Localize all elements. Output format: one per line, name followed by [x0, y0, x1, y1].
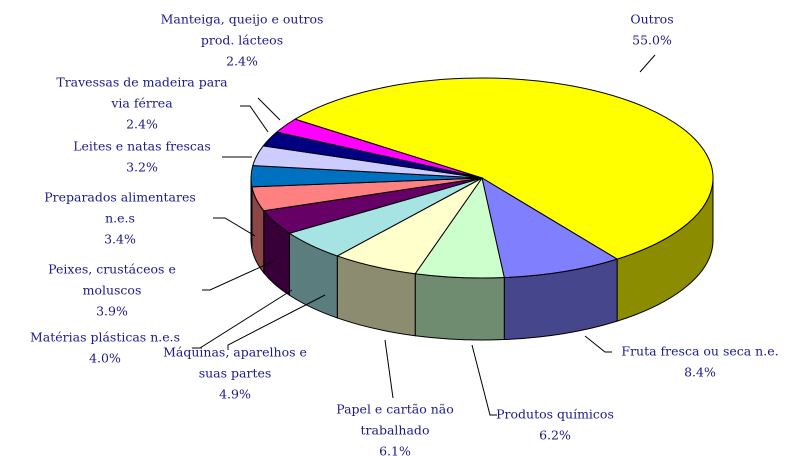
slice-label: Peixes, crustáceos e	[48, 262, 176, 277]
value-label: 4.9%	[219, 387, 251, 402]
value-label: 2.4%	[226, 54, 258, 69]
slice-side	[414, 273, 505, 341]
value-label: 3.9%	[96, 304, 128, 319]
value-label: 3.4%	[104, 232, 136, 247]
leader-line	[227, 294, 326, 350]
value-label: 6.1%	[379, 444, 411, 456]
slice-label: suas partes	[199, 366, 272, 381]
leader-line	[384, 339, 394, 399]
leader-line	[257, 97, 281, 121]
value-label: 4.0%	[89, 351, 121, 366]
leader-line	[192, 289, 293, 349]
slice-label: via férrea	[110, 96, 173, 111]
leader-line	[202, 259, 277, 291]
slice-label: Preparados alimentares	[44, 190, 196, 205]
leader-line	[639, 54, 656, 73]
value-label: 6.2%	[539, 428, 571, 443]
slice-label: Matérias plásticas n.e.s	[30, 330, 180, 345]
leader-line	[240, 105, 269, 133]
slice	[275, 118, 483, 179]
slice-label: Fruta fresca ou seca n.e.	[621, 344, 778, 359]
slice-label: Travessas de madeira para	[56, 75, 228, 90]
value-label: 2.4%	[126, 117, 158, 132]
slice-label: Manteiga, queijo e outros	[161, 12, 324, 27]
value-label: 55.0%	[632, 33, 672, 48]
slice-label: n.e.s	[105, 211, 135, 226]
slice-label: Máquinas, aparelhos e	[163, 345, 307, 360]
slice-side	[250, 177, 253, 249]
value-label: 3.2%	[126, 160, 158, 175]
slice-label: Outros	[630, 12, 673, 27]
slice-label: Papel e cartão não	[336, 402, 453, 417]
leader-line	[471, 344, 497, 416]
slice-label: trabalhado	[361, 423, 430, 438]
slice	[481, 176, 619, 279]
slice-label: Leites e natas frescas	[73, 139, 211, 154]
slice	[293, 77, 714, 260]
slice-label: prod. lácteos	[201, 33, 283, 48]
leader-line	[584, 335, 612, 353]
leader-line	[213, 217, 256, 237]
value-label: 8.4%	[684, 365, 716, 380]
slice-label: moluscos	[83, 283, 142, 298]
slice-label: Produtos químicos	[496, 407, 614, 422]
